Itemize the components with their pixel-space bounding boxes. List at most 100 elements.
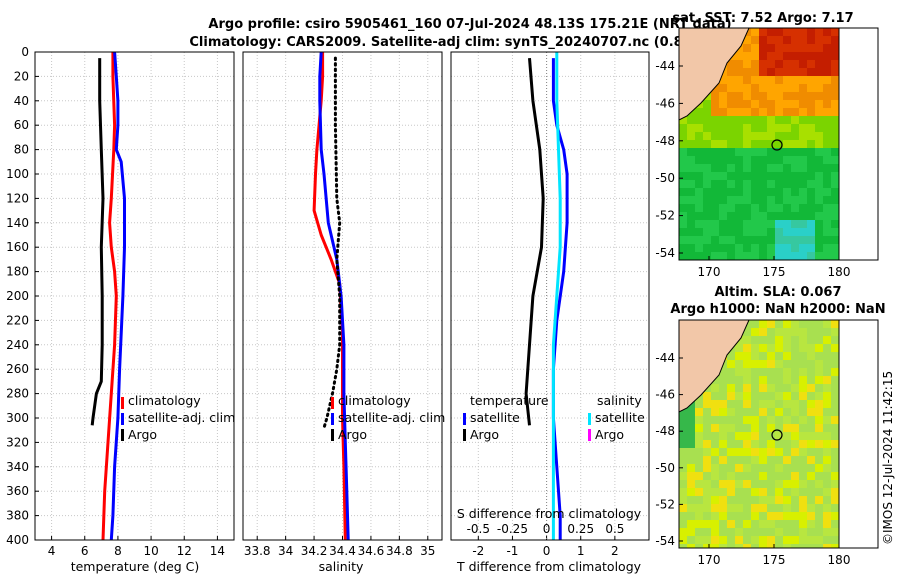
map-cell [751,204,759,212]
land-mass [678,27,750,121]
map-cell [719,172,727,180]
map-cell [823,480,831,488]
map-cell [735,236,743,244]
map-cell [791,480,799,488]
map-cell [751,116,759,124]
map-cell [807,368,815,376]
map-cell [759,188,767,196]
map-cell [775,520,783,528]
map-cell [831,60,839,68]
map-cell [823,60,831,68]
map-cell [815,36,823,44]
map-cell [815,84,823,92]
x-tick-label: 6 [81,544,89,558]
map-cell [679,204,687,212]
map-cell [695,472,703,480]
map-cell [703,196,711,204]
map-cell [815,504,823,512]
map-cell [735,384,743,392]
difference-legend: temperature satellite Argo salinity sate… [463,393,645,442]
x-tick-label: 12 [177,544,192,558]
map-cell [807,76,815,84]
map-cell [831,440,839,448]
y-tick-label: 180 [6,265,29,279]
map-cell [711,220,719,228]
map-cell [783,236,791,244]
map-cell [831,156,839,164]
map-cell [759,320,767,328]
map-cell [679,228,687,236]
map-cell [687,196,695,204]
map-cell [743,352,751,360]
map-cell [727,220,735,228]
map-cell [791,344,799,352]
map-cell [711,212,719,220]
map-cell [695,116,703,124]
map-cell [783,328,791,336]
map-cell [807,344,815,352]
map-cell [823,520,831,528]
map-x-tick-label: 170 [698,265,721,279]
x-tick-label: -1 [506,544,518,558]
map-cell [815,52,823,60]
map-cell [743,424,751,432]
map-x-tick-label: 175 [763,265,786,279]
map-cell [703,392,711,400]
map-cell [815,28,823,36]
map-cell [823,236,831,244]
map-cell [783,164,791,172]
map-cell [743,252,751,260]
map-cell [703,228,711,236]
map-cell [759,84,767,92]
map-cell [687,148,695,156]
map-cell [767,512,775,520]
map-cell [791,140,799,148]
map-cell [807,512,815,520]
map-cell [815,336,823,344]
map-cell [799,156,807,164]
map-cell [759,212,767,220]
map-cell [687,408,695,416]
map-cell [687,456,695,464]
map-cell [727,124,735,132]
map-cell [767,472,775,480]
map-cell [783,172,791,180]
map-cell [815,464,823,472]
map-cell [799,384,807,392]
map-cell [703,100,711,108]
x-tick-label: -2 [472,544,484,558]
map-cell [743,156,751,164]
map-cell [679,220,687,228]
map-cell [703,124,711,132]
map-cell [783,512,791,520]
map-cell [815,520,823,528]
map-cell [823,92,831,100]
map-cell [679,528,687,536]
map-cell [807,488,815,496]
map-cell [703,212,711,220]
argo-position-marker [771,429,783,441]
map-cell [735,148,743,156]
map-cell [823,204,831,212]
map-cell [727,416,735,424]
map-cell [711,456,719,464]
map-cell [719,488,727,496]
map-cell [831,496,839,504]
map-cell [759,140,767,148]
map-cell [727,384,735,392]
map-cell [783,212,791,220]
y-tick-label: 380 [6,509,29,523]
map-cell [823,472,831,480]
map-cell [767,376,775,384]
map-cell [727,204,735,212]
map-cell [807,472,815,480]
map-cell [815,544,823,548]
map-cell [719,132,727,140]
map-cell [695,512,703,520]
map-cell [799,212,807,220]
map-cell [799,360,807,368]
map-cell [687,132,695,140]
map-cell [759,384,767,392]
map-cell [695,496,703,504]
map-cell [767,344,775,352]
